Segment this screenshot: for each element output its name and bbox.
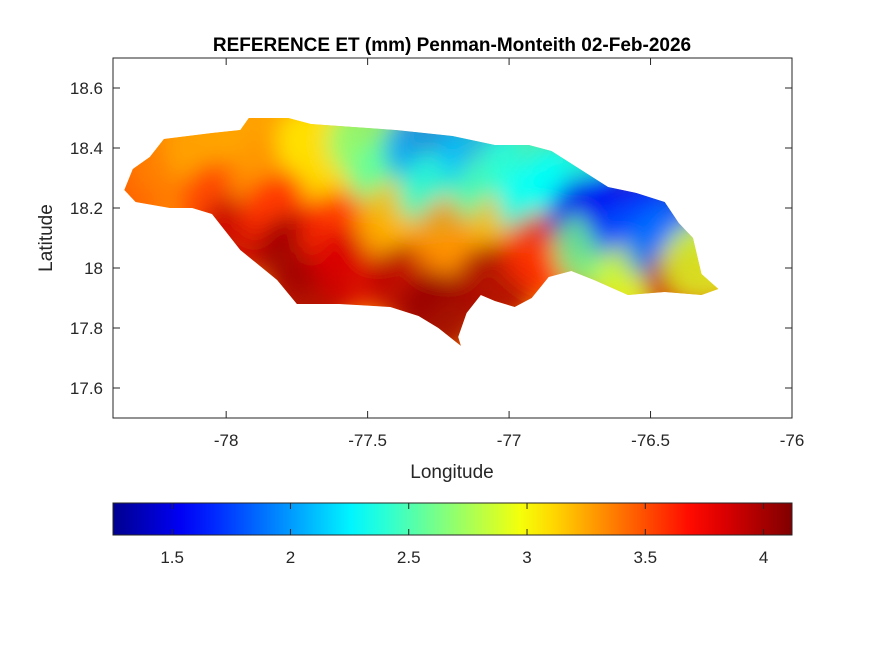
colorbar-ticks: 1.5 2 2.5 3 3.5 4 (160, 503, 768, 567)
x-tick-label: -77.5 (348, 431, 387, 450)
chart-title: REFERENCE ET (mm) Penman-Monteith 02-Feb… (213, 35, 691, 56)
x-tick-label: -76.5 (631, 431, 670, 450)
y-tick-label: 18 (84, 259, 103, 278)
y-tick-label: 17.8 (70, 319, 103, 338)
x-axis-ticks: -78 -77.5 -77 -76.5 -76 (214, 58, 804, 450)
colorbar-tick-label: 2 (286, 548, 295, 567)
colorbar-tick-label: 4 (759, 548, 768, 567)
x-tick-label: -77 (497, 431, 522, 450)
y-axis-label: Latitude (36, 204, 57, 272)
colorbar: 1.5 2 2.5 3 3.5 4 (112, 502, 793, 567)
colorbar-tick-label: 2.5 (397, 548, 421, 567)
y-tick-label: 17.6 (70, 379, 103, 398)
y-axis-ticks: 17.6 17.8 18 18.2 18.4 18.6 (70, 79, 792, 398)
y-tick-label: 18.6 (70, 79, 103, 98)
colorbar-tick-label: 3.5 (633, 548, 657, 567)
y-tick-label: 18.4 (70, 139, 103, 158)
x-tick-label: -76 (780, 431, 805, 450)
colorbar-tick-label: 1.5 (160, 548, 184, 567)
y-tick-label: 18.2 (70, 199, 103, 218)
colorbar-scale (112, 502, 793, 536)
x-tick-label: -78 (214, 431, 239, 450)
x-axis-label: Longitude (410, 462, 493, 483)
colorbar-tick-label: 3 (522, 548, 531, 567)
